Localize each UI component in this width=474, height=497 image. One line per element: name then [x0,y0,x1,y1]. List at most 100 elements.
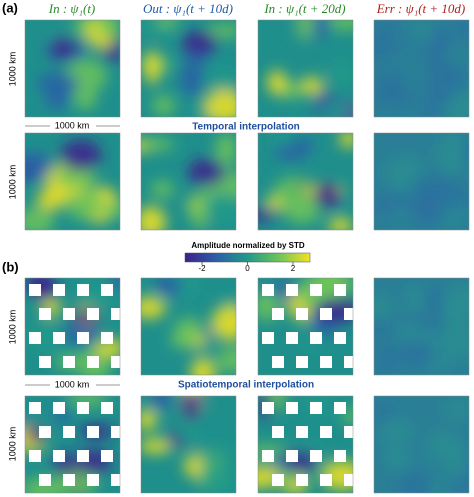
blob [258,207,279,221]
mask-square [87,308,99,320]
mask-square [101,332,113,344]
field-frame [373,132,470,231]
blob [454,20,469,38]
mask-square [101,450,113,462]
mask-square [286,284,298,296]
blob [325,20,353,31]
blob [27,321,61,352]
mask-square [53,284,65,296]
caption: Spatiotemporal interpolation [178,380,314,391]
blob [25,151,53,181]
mask-square [262,450,274,462]
mask-square [272,356,284,368]
blob [150,180,174,199]
blob [96,20,120,39]
mask-square [334,450,346,462]
field-frame [257,395,354,494]
blob [66,396,109,407]
mask-square [320,356,332,368]
field-blobs [374,20,469,117]
scale-bg [50,120,96,132]
field-blobs [141,278,236,375]
field-blobs [374,133,469,230]
column-title: Out : ψ₁(t + 10d) [143,1,233,16]
field-frame [140,19,237,118]
blob [378,191,417,211]
mask-square [101,284,113,296]
blob [141,138,175,151]
mask-square [296,308,308,320]
field [374,396,469,493]
colorbar-tick-label: 2 [291,264,296,273]
colorbar [184,252,311,263]
mask-square [53,332,65,344]
field-blobs [141,396,236,493]
mask-square [320,426,332,438]
field [25,278,120,375]
blob [141,206,166,230]
mask-square [53,402,65,414]
mask-square [310,284,322,296]
blob [374,90,418,107]
blob [299,77,324,95]
blob [150,396,171,412]
blob [44,93,70,110]
blob [270,133,289,146]
blob [329,60,353,88]
mask-square [334,332,346,344]
mask-square [344,474,353,486]
mask-square [87,426,99,438]
field [258,20,353,117]
mask-square [286,332,298,344]
blob [312,183,342,209]
blob [141,296,166,319]
blob [50,36,77,59]
mask-square [320,308,332,320]
blob [170,329,189,349]
blob [155,20,179,28]
field [141,20,236,117]
colorbar-tick-label: 0 [245,264,250,273]
blob [377,20,397,35]
mask-square [262,402,274,414]
mask-square [39,356,51,368]
field-frame [24,395,121,494]
blob [411,173,454,200]
field-frame [140,277,237,376]
blob [282,472,299,486]
blob [273,177,317,208]
blob [144,50,161,85]
field-frame [24,19,121,118]
blob [205,192,236,227]
blob [442,398,469,420]
blob [267,70,287,95]
mask-square [334,284,346,296]
field-blobs [258,133,353,230]
field-blobs [141,20,236,117]
blob [397,338,435,368]
mask-square [39,426,51,438]
mask-square [296,474,308,486]
blob [183,396,200,422]
field-frame [24,277,121,376]
blob [397,471,432,493]
field-frame [373,277,470,376]
scale-bg [50,379,96,391]
mask-square [87,474,99,486]
column-title: In : ψ₁(t) [48,1,96,16]
blob [428,480,446,493]
blob [206,69,236,94]
scale-label: 1000 km [55,379,90,389]
blob [406,284,425,313]
column-title: Err : ψ₁(t + 10d) [376,1,466,16]
blob [380,418,414,451]
mask-square [296,356,308,368]
blob [424,84,452,107]
mask-square [29,284,41,296]
mask-square [29,402,41,414]
blob [424,287,448,317]
field-blobs [25,139,120,230]
blob [378,341,395,375]
blob [177,421,198,446]
